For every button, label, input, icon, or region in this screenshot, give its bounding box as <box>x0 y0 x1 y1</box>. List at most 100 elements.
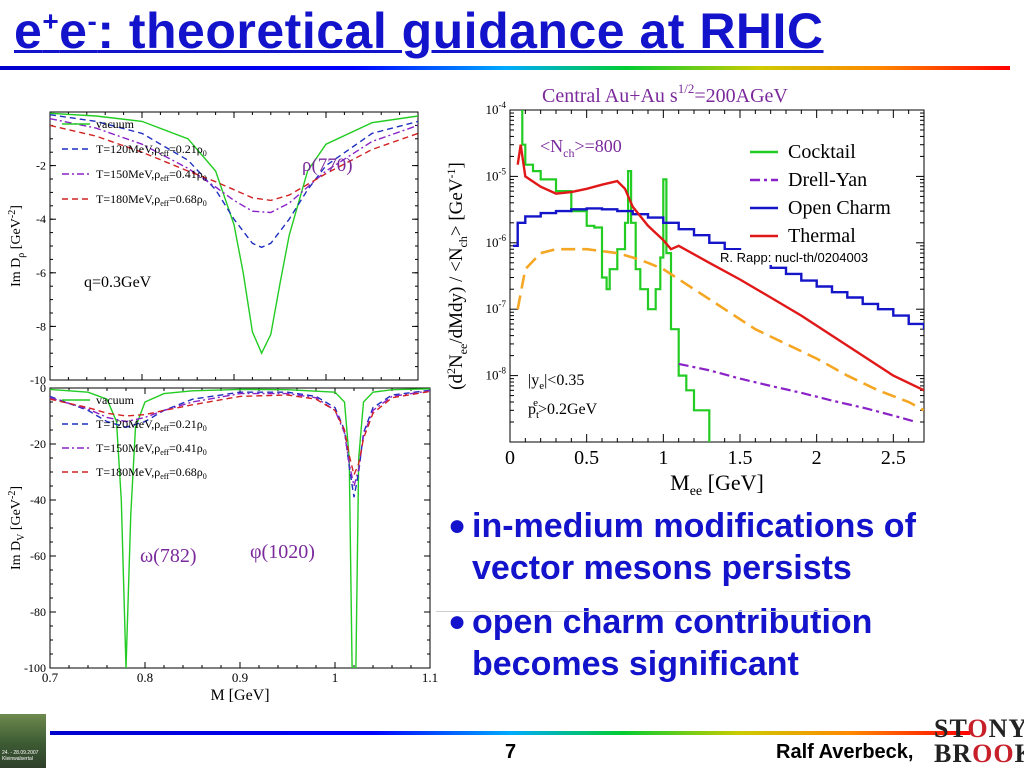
nch-annotation: <Nch>=800 <box>540 136 622 160</box>
plot-frame <box>49 111 419 381</box>
bullet-dot-icon: ● <box>448 509 467 542</box>
y-tick-label: 10-7 <box>486 299 507 316</box>
title-part: e <box>14 3 43 59</box>
plot-frame <box>49 387 431 669</box>
y-tick-label: -8 <box>36 319 46 333</box>
legend-label: Thermal <box>788 225 856 247</box>
legend-label: T=150MeV,ρeff=0.41ρ0 <box>96 441 207 457</box>
x-tick-label: 0.5 <box>574 447 599 469</box>
title-part: : theoretical guidance at RHIC <box>97 3 824 59</box>
y-axis-label: (d2Nee/dMdy) / <Nch> [GeV-1] <box>444 162 470 390</box>
series-group <box>50 112 418 355</box>
y-tick-label: 10-5 <box>486 166 507 183</box>
cocktail-line <box>520 110 711 442</box>
x-tick-label: 1 <box>658 447 668 469</box>
logo-text: ST <box>934 714 968 743</box>
logo-o-mark: O <box>967 714 989 743</box>
x-tick-label: 1.1 <box>422 670 438 685</box>
x-axis-label: M [GeV] <box>210 687 269 704</box>
title-superscript: + <box>42 5 60 37</box>
legend-label: Drell-Yan <box>788 169 867 191</box>
slide-title: e+e-: theoretical guidance at RHIC <box>14 2 824 60</box>
y-tick-label: -2 <box>36 159 46 173</box>
chart-title: Central Au+Au s1/2=200AGeV <box>542 81 788 107</box>
logo-text: BR <box>934 739 973 768</box>
logo-o-mark: O <box>993 739 1015 768</box>
footer-rainbow-rule <box>50 731 970 735</box>
logo-text: NY <box>988 714 1024 743</box>
orange-dashed-line <box>516 247 924 412</box>
plot-frame <box>509 109 925 443</box>
drell-yan-line <box>678 362 917 424</box>
y-axis-label: Im DV [GeV-2] <box>7 486 27 570</box>
series-line-t1 <box>50 114 418 249</box>
y-tick-label: -4 <box>36 212 46 226</box>
x-tick-label: 1.5 <box>728 447 753 469</box>
series-line-vacuum <box>50 388 430 668</box>
logo-o-mark: O <box>972 739 994 768</box>
bullet-text: open charm contribution becomes signific… <box>472 603 873 683</box>
y-tick-label: -40 <box>30 493 46 507</box>
dilepton-spectrum-chart: Central Au+Au s1/2=200AGeV10-410-510-610… <box>444 81 925 499</box>
y-tick-label: 10-4 <box>486 100 507 117</box>
rho-spectral-chart: -10 -8 -6 -4 -2 Im Dρ [GeV-2] vacuum T=120MeV,ρ… <box>7 111 419 387</box>
bullet-dot-icon: ● <box>448 605 467 638</box>
y-tick-label: -80 <box>30 605 46 619</box>
x-tick-label: 1 <box>332 670 339 685</box>
y-tick-label: 0 <box>40 381 46 395</box>
y-tick-label: -60 <box>30 549 46 563</box>
series-line-t2 <box>50 390 430 487</box>
y-tick-label: -100 <box>24 661 46 675</box>
title-superscript: - <box>87 5 98 37</box>
y-tick-label: 10-6 <box>486 233 507 250</box>
stony-brook-logo: STONY BROOK <box>934 714 1024 768</box>
logo-text: K <box>1015 739 1024 768</box>
omega-phi-spectral-chart: -100 -80 -60 -40 -20 0 0.7 0.8 0.9 1 1.1 M [GeV] Im … <box>7 381 438 704</box>
legend-label: T=120MeV,ρeff=0.21ρ0 <box>96 142 207 158</box>
bullet-text: in-medium modifications of vector mesons… <box>472 507 916 587</box>
open-charm-line <box>513 207 924 330</box>
legend-label: T=150MeV,ρeff=0.41ρ0 <box>96 167 207 183</box>
reference-citation: R. Rapp: nucl-th/0204003 <box>720 250 869 265</box>
series-line-t2 <box>50 118 418 214</box>
legend-label: T=120MeV,ρeff=0.21ρ0 <box>96 417 207 433</box>
x-tick-label: 0.7 <box>42 670 59 685</box>
omega-peak-label: ω(782) <box>140 545 196 567</box>
rho-peak-label: ρ(770) <box>302 155 353 176</box>
y-tick-label: -6 <box>36 266 46 280</box>
y-axis-label: Im Dρ [GeV-2] <box>7 205 27 287</box>
legend-label: vacuum <box>96 117 135 131</box>
series-line-t3 <box>50 390 430 478</box>
author-name: Ralf Averbeck, <box>776 741 914 763</box>
series-group <box>50 388 430 668</box>
pt-cut-annotation: pte>0.2GeV <box>528 397 598 421</box>
y-tick-label: -10 <box>30 373 46 387</box>
title-part: e <box>59 3 88 59</box>
phi-peak-label: φ(1020) <box>250 541 315 563</box>
bullet-list: ● in-medium modifications of vector meson… <box>448 505 1018 697</box>
x-tick-label: 2 <box>812 447 822 469</box>
legend-label: Open Charm <box>788 197 891 219</box>
q-annotation: q=0.3GeV <box>84 274 152 291</box>
legend-label: vacuum <box>96 393 135 407</box>
x-tick-label: 0.9 <box>232 670 248 685</box>
y-tick-label: 10-8 <box>486 366 507 383</box>
series-line-t1 <box>50 389 430 498</box>
x-axis-label: Mee [GeV] <box>670 470 764 499</box>
bullet-item: ● in-medium modifications of vector meson… <box>448 505 1018 589</box>
page-number: 7 <box>505 741 517 763</box>
y-tick-label: -20 <box>30 437 46 451</box>
rapidity-cut-annotation: |ye|<0.35 <box>528 372 584 392</box>
series-group <box>513 110 924 442</box>
bullet-item: ● open charm contribution becomes signifi… <box>448 601 1018 685</box>
x-tick-label: 0 <box>505 447 515 469</box>
legend-label: T=180MeV,ρeff=0.68ρ0 <box>96 465 207 481</box>
x-tick-label: 2.5 <box>881 447 906 469</box>
legend-label: T=180MeV,ρeff=0.68ρ0 <box>96 192 207 208</box>
thermal-line <box>516 144 924 392</box>
series-line-t3 <box>50 124 418 202</box>
conference-thumbnail: 24. - 28.09.2007 Kleinwalsertal <box>0 714 46 768</box>
series-line-vacuum <box>50 112 418 355</box>
legend-label: Cocktail <box>788 141 856 163</box>
thumbnail-caption: 24. - 28.09.2007 Kleinwalsertal <box>2 750 39 762</box>
